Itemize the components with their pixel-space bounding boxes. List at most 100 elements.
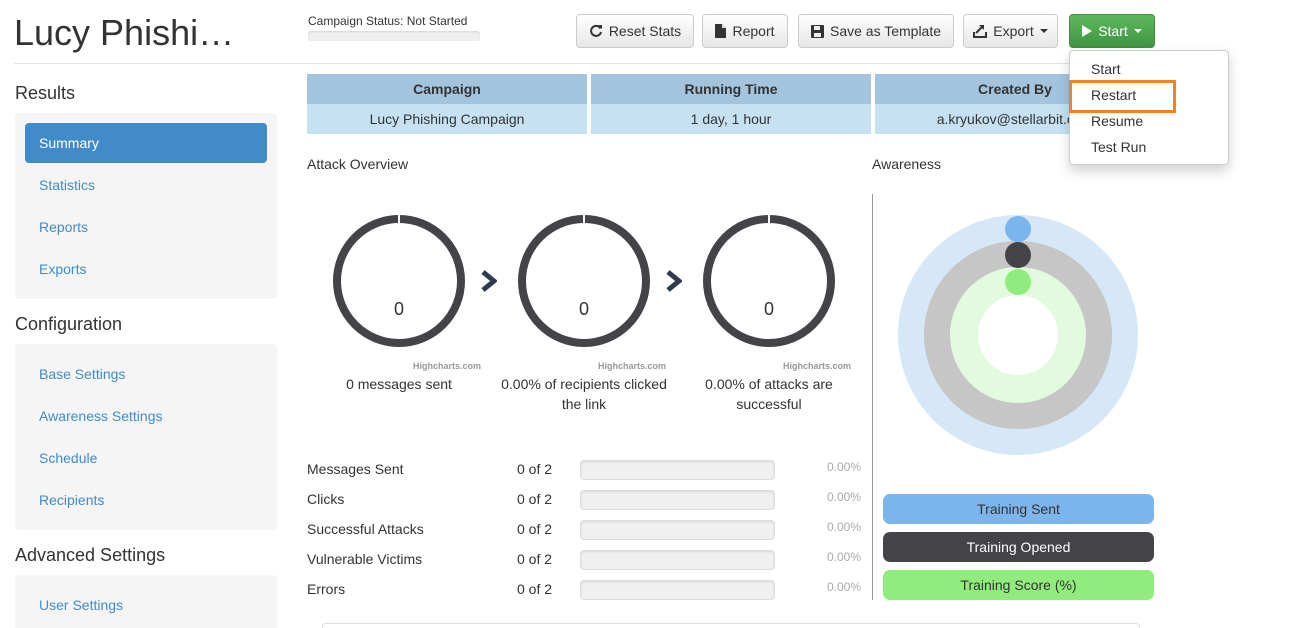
stat-count: 0 of 2	[517, 491, 553, 507]
stat-progress-bar	[580, 520, 775, 540]
start-dropdown-menu: Start Restart Resume Test Run	[1069, 50, 1229, 165]
column-header-campaign: Campaign	[307, 74, 587, 104]
file-icon	[715, 24, 727, 38]
clicks-chart: 0	[517, 214, 667, 348]
reset-stats-label: Reset Stats	[608, 23, 682, 39]
stat-count: 0 of 2	[517, 581, 553, 597]
legend-training-opened[interactable]: Training Opened	[883, 532, 1154, 562]
highcharts-credit[interactable]: Highcharts.com	[783, 361, 852, 371]
donut-ring	[518, 215, 650, 347]
sidebar-item-user-settings[interactable]: User Settings	[39, 597, 124, 613]
donut-ring	[333, 215, 465, 347]
donut-ring	[703, 215, 835, 347]
campaign-info-table: Campaign Lucy Phishing Campaign Running …	[307, 74, 1157, 134]
report-button[interactable]: Report	[702, 14, 788, 48]
running-time: 1 day, 1 hour	[591, 104, 871, 134]
sidebar-item-recipients[interactable]: Recipients	[39, 492, 105, 508]
chevron-right-icon	[666, 270, 683, 295]
advanced-settings-nav: User Settings	[15, 575, 277, 628]
stat-label: Errors	[307, 581, 346, 597]
header-divider	[14, 63, 1154, 64]
column-header-running-time: Running Time	[591, 74, 871, 104]
export-label: Export	[993, 23, 1034, 39]
results-nav: Summary Statistics Reports Exports	[15, 113, 277, 299]
stat-percent: 0.00%	[826, 520, 861, 534]
stat-row-successful-attacks: Successful Attacks 0 of 2 0.00%	[307, 518, 867, 540]
sidebar-item-summary[interactable]: Summary	[25, 123, 267, 163]
clicks-caption: 0.00% of recipients clicked the link	[501, 376, 667, 412]
report-label: Report	[732, 23, 775, 39]
floppy-disk-icon	[810, 24, 824, 38]
successful-attacks-chart: 0	[702, 214, 852, 348]
sidebar-item-statistics[interactable]: Statistics	[39, 177, 96, 193]
stat-percent: 0.00%	[826, 580, 861, 594]
training-opened-marker	[1005, 242, 1031, 268]
next-panel-edge	[322, 623, 1140, 628]
menu-item-start[interactable]: Start	[1091, 61, 1121, 77]
campaign-status-progress	[308, 31, 480, 41]
stat-label: Vulnerable Victims	[307, 551, 423, 567]
chevron-right-icon	[481, 270, 498, 295]
start-label: Start	[1098, 23, 1128, 39]
stat-count: 0 of 2	[517, 461, 553, 477]
stat-label: Messages Sent	[307, 461, 404, 477]
highcharts-credit[interactable]: Highcharts.com	[413, 361, 482, 371]
stat-label: Successful Attacks	[307, 521, 424, 537]
stat-progress-bar	[580, 580, 775, 600]
export-icon	[973, 24, 988, 38]
awareness-label: Awareness	[872, 156, 942, 172]
messages-sent-value: 0	[393, 299, 404, 319]
configuration-nav: Base Settings Awareness Settings Schedul…	[15, 344, 277, 530]
reset-stats-button[interactable]: Reset Stats	[576, 14, 694, 48]
stat-percent: 0.00%	[826, 550, 861, 564]
results-heading: Results	[15, 83, 76, 103]
configuration-heading: Configuration	[15, 314, 123, 334]
sidebar-item-base-settings[interactable]: Base Settings	[39, 366, 126, 382]
advanced-settings-heading: Advanced Settings	[15, 545, 166, 565]
menu-item-resume[interactable]: Resume	[1091, 113, 1144, 129]
stat-count: 0 of 2	[517, 521, 553, 537]
messages-sent-caption: 0 messages sent	[346, 376, 452, 392]
section-divider	[872, 194, 873, 600]
successful-attacks-caption: 0.00% of attacks are successful	[705, 376, 833, 412]
campaign-status: Campaign Status: Not Started	[308, 14, 480, 41]
stat-label: Clicks	[307, 491, 345, 507]
stat-row-messages-sent: Messages Sent 0 of 2 0.00%	[307, 458, 867, 480]
clicks-value: 0	[578, 299, 589, 319]
sidebar-item-awareness-settings[interactable]: Awareness Settings	[39, 408, 163, 424]
awareness-chart	[898, 215, 1138, 460]
messages-sent-chart: 0	[332, 214, 482, 348]
chevron-down-icon	[1039, 29, 1048, 33]
training-score-marker	[1005, 269, 1031, 295]
refresh-icon	[589, 24, 603, 38]
legend-training-sent[interactable]: Training Sent	[883, 494, 1154, 524]
stat-progress-bar	[580, 550, 775, 570]
export-button[interactable]: Export	[963, 14, 1058, 48]
sidebar-item-exports[interactable]: Exports	[39, 261, 87, 277]
stat-row-errors: Errors 0 of 2 0.00%	[307, 578, 867, 600]
menu-item-restart[interactable]: Restart	[1091, 87, 1137, 103]
menu-item-test-run[interactable]: Test Run	[1091, 139, 1147, 155]
stat-progress-bar	[580, 460, 775, 480]
stat-percent: 0.00%	[826, 460, 861, 474]
sidebar-item-schedule[interactable]: Schedule	[39, 450, 98, 466]
training-sent-marker	[1005, 216, 1031, 242]
successful-attacks-value: 0	[763, 299, 774, 319]
stat-progress-bar	[580, 490, 775, 510]
sidebar-item-reports[interactable]: Reports	[39, 219, 89, 235]
stat-row-clicks: Clicks 0 of 2 0.00%	[307, 488, 867, 510]
stat-percent: 0.00%	[826, 490, 861, 504]
save-as-template-button[interactable]: Save as Template	[798, 14, 954, 48]
chevron-down-icon	[1133, 29, 1142, 33]
attack-overview-label: Attack Overview	[307, 156, 409, 172]
stat-row-vulnerable-victims: Vulnerable Victims 0 of 2 0.00%	[307, 548, 867, 570]
legend-training-score[interactable]: Training Score (%)	[883, 570, 1154, 600]
highcharts-credit[interactable]: Highcharts.com	[598, 361, 667, 371]
campaign-name: Lucy Phishing Campaign	[307, 104, 587, 134]
campaign-status-value: Not Started	[406, 14, 468, 28]
start-button[interactable]: Start	[1069, 14, 1155, 48]
stat-count: 0 of 2	[517, 551, 553, 567]
page-title: Lucy Phishi…	[14, 12, 235, 53]
campaign-status-label: Campaign Status:	[308, 14, 404, 28]
save-as-template-label: Save as Template	[829, 23, 942, 39]
